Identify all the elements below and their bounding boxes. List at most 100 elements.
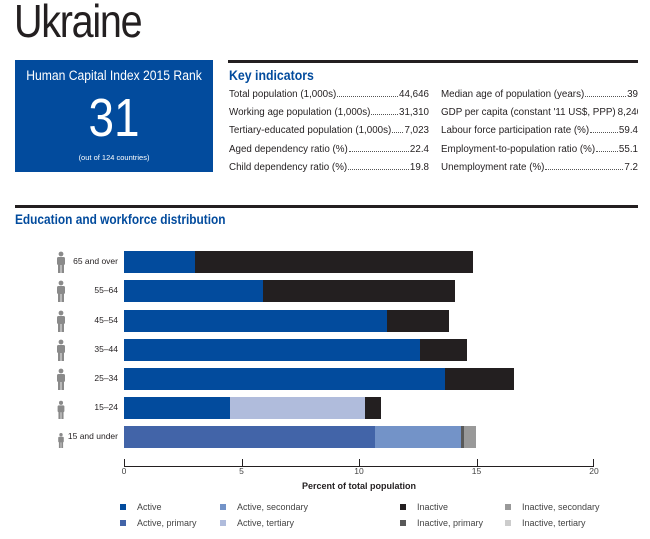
bar-row: 15–24	[0, 397, 650, 419]
key-indicators-right: Median age of population (years) 39 GDP p…	[441, 89, 638, 180]
key-indicators-rule	[228, 60, 638, 63]
age-group-label: 15–24	[94, 402, 118, 412]
x-tick-label: 5	[239, 466, 244, 476]
indicator-label: GDP per capita (constant '11 US$, PPP)	[441, 107, 616, 119]
rank-box-title: Human Capital Index 2015 Rank	[26, 68, 202, 83]
indicator-value: 22.4	[409, 143, 429, 155]
indicator-row: Aged dependency ratio (%) 22.4	[229, 144, 429, 162]
legend-swatch-icon	[400, 520, 406, 526]
leader-dots	[392, 125, 404, 134]
indicator-value: 44,646	[399, 89, 429, 100]
stacked-bar	[124, 251, 594, 273]
x-tick	[359, 459, 360, 467]
bar-row: 25–34	[0, 368, 650, 390]
person-icon	[57, 339, 65, 361]
age-group-label: 55–64	[94, 285, 118, 295]
x-axis-label: Percent of total population	[302, 481, 416, 491]
leader-dots	[590, 125, 618, 134]
age-group-label: 15 and under	[67, 431, 118, 441]
bar-segment-active	[124, 310, 388, 332]
legend-label: Inactive, tertiary	[522, 518, 586, 528]
bar-row: 45–54	[0, 310, 650, 332]
indicator-value: 8,240	[617, 107, 638, 119]
rank-number: 31	[88, 88, 140, 148]
stacked-bar	[124, 426, 594, 448]
rank-box: Human Capital Index 2015 Rank 31 (out of…	[15, 60, 213, 172]
x-tick	[241, 459, 243, 467]
bar-segment-inactive	[364, 397, 382, 419]
x-tick-label: 0	[121, 466, 127, 476]
indicator-label: Total population (1,000s)	[229, 89, 337, 100]
indicator-row: GDP per capita (constant '11 US$, PPP) 8,…	[441, 107, 638, 125]
legend-swatch-icon	[120, 520, 126, 526]
rank-subtitle: (out of 124 countries)	[78, 153, 150, 162]
x-axis	[124, 459, 594, 467]
indicator-label: Working age population (1,000s)	[229, 107, 371, 119]
x-tick-label: 10	[354, 466, 364, 476]
bar-segment-inactive	[444, 368, 515, 390]
legend-swatch-icon	[220, 520, 226, 526]
indicator-row: Unemployment rate (%) 7.2	[441, 162, 638, 180]
bar-row: 15 and under	[0, 426, 650, 448]
person-icon	[57, 400, 65, 419]
key-indicators-left: Total population (1,000s) 44,646 Working …	[229, 89, 429, 180]
country-title: Ukraine	[14, 0, 143, 47]
legend-item: Inactive, primary	[400, 518, 483, 528]
age-group-label: 65 and over	[73, 256, 118, 266]
leader-dots	[585, 89, 627, 97]
indicator-label: Labour force participation rate (%)	[441, 125, 590, 137]
indicator-value: 19.8	[409, 161, 429, 173]
x-tick	[124, 459, 125, 467]
bar-segment-active	[124, 368, 445, 390]
legend-item: Inactive, tertiary	[505, 518, 586, 528]
person-icon	[58, 433, 64, 448]
bar-segment-active-tertiary	[229, 397, 365, 419]
stacked-bar	[124, 397, 594, 419]
bar-segment-active	[124, 251, 195, 273]
indicator-label: Unemployment rate (%)	[441, 161, 545, 173]
legend-swatch-icon	[400, 504, 406, 510]
legend-label: Inactive	[417, 502, 449, 512]
indicator-row: Child dependency ratio (%) 19.8	[229, 162, 429, 180]
indicator-label: Tertiary-educated population (1,000s)	[229, 125, 392, 137]
leader-dots	[348, 144, 409, 152]
bar-segment-inactive	[387, 310, 450, 332]
indicator-value: 59.4	[618, 125, 638, 137]
x-tick-label: 20	[589, 466, 599, 476]
indicator-row: Working age population (1,000s) 31,310	[229, 107, 429, 125]
indicator-row: Labour force participation rate (%) 59.4	[441, 125, 638, 143]
indicator-value: 55.1	[618, 143, 638, 155]
person-icon	[57, 310, 65, 332]
legend-label: Active, secondary	[237, 502, 309, 512]
key-indicators-title: Key indicators	[229, 67, 314, 83]
bar-segment-inactive	[194, 251, 473, 273]
bar-row: 65 and over	[0, 251, 650, 273]
education-section-title: Education and workforce distribution	[15, 212, 226, 227]
bar-segment-inactive-secondary	[463, 426, 477, 448]
leader-dots	[348, 162, 409, 170]
indicator-row: Tertiary-educated population (1,000s) 7,0…	[229, 125, 429, 143]
leader-dots	[596, 144, 618, 152]
indicator-row: Employment-to-population ratio (%) 55.1	[441, 144, 638, 162]
bar-segment-inactive	[262, 280, 456, 302]
education-section-rule	[15, 205, 638, 208]
legend-label: Inactive, primary	[417, 518, 484, 528]
bar-segment-active-secondary	[375, 426, 462, 448]
stacked-bar	[124, 280, 594, 302]
bar-row: 35–44	[0, 339, 650, 361]
legend-item: Inactive, secondary	[505, 502, 600, 512]
x-tick-label: 15	[471, 466, 482, 476]
stacked-bar	[124, 310, 594, 332]
leader-dots	[337, 89, 399, 97]
age-group-label: 35–44	[94, 344, 118, 354]
leader-dots	[371, 107, 399, 116]
bar-segment-active-primary	[124, 426, 376, 448]
age-group-label: 45–54	[94, 315, 118, 325]
person-icon	[57, 251, 65, 273]
indicator-value: 7.2	[624, 161, 638, 173]
x-tick	[476, 459, 478, 467]
legend-item: Active, primary	[120, 518, 197, 528]
legend-label: Active	[137, 502, 162, 512]
legend-swatch-icon	[505, 504, 511, 510]
